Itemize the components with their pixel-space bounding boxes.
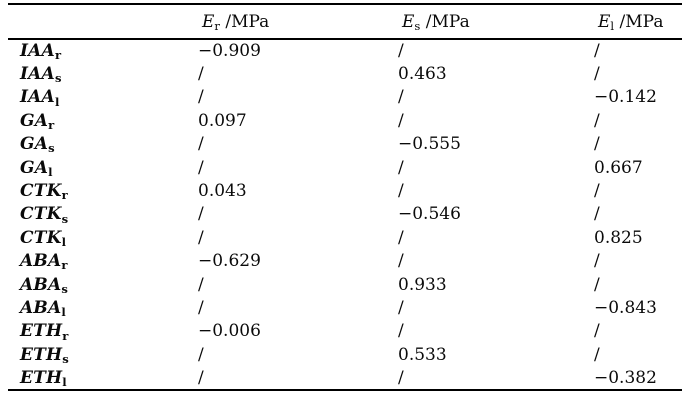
cell-es: 0.463 xyxy=(398,64,447,85)
row-label: CTKs xyxy=(20,204,69,226)
cell-el: / xyxy=(594,110,600,131)
column-header-es: Es /MPa xyxy=(398,4,594,40)
table-row-ga-r: GAr 0.097 / / xyxy=(8,109,682,132)
table-row-iaa-r: IAAr −0.909 / / xyxy=(8,39,682,62)
cell-el: / xyxy=(594,134,600,155)
cell-es: / xyxy=(398,157,404,178)
table-row-ctk-s: CTKs / −0.546 / xyxy=(8,203,682,226)
cell-er: / xyxy=(198,227,204,248)
cell-es: / xyxy=(398,227,404,248)
row-label: IAAr xyxy=(20,41,62,63)
column-header-el: El /MPa xyxy=(594,4,682,40)
table-row-ga-l: GAl / / 0.667 xyxy=(8,156,682,179)
cell-er: −0.006 xyxy=(198,321,261,342)
row-label: GAs xyxy=(20,134,55,156)
table-row-aba-s: ABAs / 0.933 / xyxy=(8,273,682,296)
cell-el: / xyxy=(594,344,600,365)
row-label: ABAl xyxy=(20,297,66,320)
row-label: CTKl xyxy=(20,227,66,250)
table-row-ga-s: GAs / −0.555 / xyxy=(8,133,682,156)
cell-el: 0.667 xyxy=(594,157,643,178)
cell-es: 0.533 xyxy=(398,344,447,365)
corner-cell xyxy=(8,4,198,40)
row-label: ETHs xyxy=(20,344,69,366)
cell-el: / xyxy=(594,204,600,225)
row-label: IAAs xyxy=(20,64,62,86)
cell-er: −0.909 xyxy=(198,41,261,62)
cell-es: 0.933 xyxy=(398,274,447,295)
cell-es: −0.555 xyxy=(398,134,461,155)
row-label: CTKr xyxy=(20,181,68,203)
cell-er: 0.043 xyxy=(198,181,247,202)
cell-el: / xyxy=(594,64,600,85)
cell-er: / xyxy=(198,274,204,295)
cell-es: −0.546 xyxy=(398,204,461,225)
cell-el: 0.825 xyxy=(594,227,643,248)
cell-es: / xyxy=(398,87,404,108)
correlation-table: Er /MPa Es /MPa El /MPa IAAr −0.909 / / … xyxy=(8,3,682,391)
cell-el: −0.142 xyxy=(594,87,657,108)
table-header-row: Er /MPa Es /MPa El /MPa xyxy=(8,4,682,40)
table-row-eth-r: ETHr −0.006 / / xyxy=(8,320,682,343)
table-row-iaa-l: IAAl / / −0.142 xyxy=(8,86,682,109)
cell-el: −0.382 xyxy=(594,367,657,388)
cell-es: / xyxy=(398,321,404,342)
cell-el: / xyxy=(594,321,600,342)
table-row-aba-l: ABAl / / −0.843 xyxy=(8,296,682,319)
cell-es: / xyxy=(398,367,404,388)
cell-er: / xyxy=(198,367,204,388)
row-label: GAl xyxy=(20,157,53,179)
row-label: GAr xyxy=(20,110,55,133)
cell-es: / xyxy=(398,297,404,318)
cell-er: / xyxy=(198,204,204,225)
row-label: IAAl xyxy=(20,87,60,109)
row-label: ETHr xyxy=(20,321,69,343)
column-header-er: Er /MPa xyxy=(198,4,398,40)
row-label: ABAs xyxy=(20,274,68,296)
cell-er: / xyxy=(198,297,204,318)
cell-es: / xyxy=(398,251,404,272)
cell-er: 0.097 xyxy=(198,110,247,131)
cell-es: / xyxy=(398,110,404,131)
table-row-ctk-l: CTKl / / 0.825 xyxy=(8,226,682,249)
cell-el: / xyxy=(594,181,600,202)
cell-er: / xyxy=(198,157,204,178)
cell-er: / xyxy=(198,134,204,155)
cell-er: / xyxy=(198,64,204,85)
cell-el: −0.843 xyxy=(594,297,657,318)
cell-es: / xyxy=(398,181,404,202)
row-label: ABAr xyxy=(20,251,68,273)
table-row-ctk-r: CTKr 0.043 / / xyxy=(8,179,682,202)
cell-es: / xyxy=(398,41,404,62)
table-row-aba-r: ABAr −0.629 / / xyxy=(8,250,682,273)
cell-er: −0.629 xyxy=(198,251,261,272)
cell-er: / xyxy=(198,344,204,365)
table-row-eth-s: ETHs / 0.533 / xyxy=(8,343,682,366)
cell-el: / xyxy=(594,41,600,62)
cell-el: / xyxy=(594,251,600,272)
table-row-iaa-s: IAAs / 0.463 / xyxy=(8,62,682,85)
cell-el: / xyxy=(594,274,600,295)
table-row-eth-l: ETHl / / −0.382 xyxy=(8,366,682,389)
row-label: ETHl xyxy=(20,367,67,389)
cell-er: / xyxy=(198,87,204,108)
